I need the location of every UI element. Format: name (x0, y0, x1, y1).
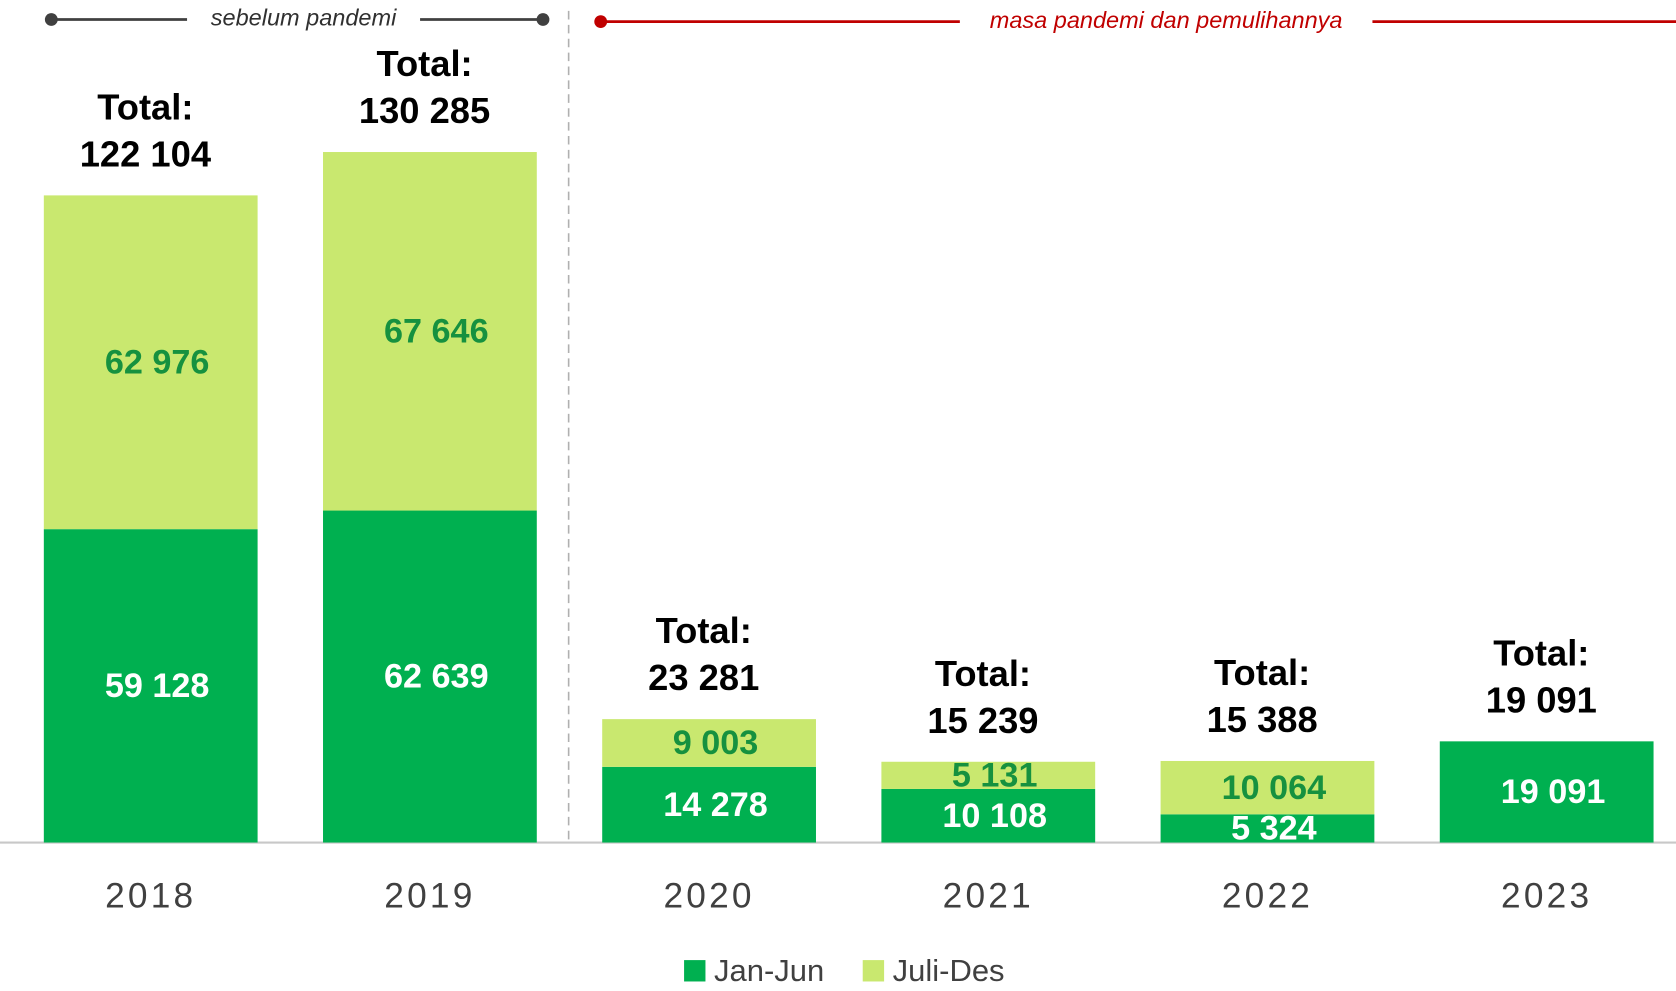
bar-segment (602, 719, 816, 767)
x-tick-label: 2022 (1222, 876, 1313, 915)
bar-segment (43, 195, 258, 530)
value-label: 14 278 (663, 786, 768, 824)
bar-segment (323, 152, 537, 511)
bar-segment (881, 788, 1096, 843)
total-label: 130 285 (359, 90, 490, 131)
bar-segment (881, 761, 1096, 789)
bar-segment (43, 529, 258, 843)
bar-segment (1160, 760, 1375, 815)
total-label: 15 388 (1207, 699, 1318, 740)
bracket-end (44, 13, 58, 26)
value-label: 5 324 (1231, 810, 1317, 848)
value-label: 9 003 (673, 724, 759, 762)
value-label: 5 131 (952, 757, 1038, 795)
total-title: Total: (935, 653, 1031, 694)
legend-label: Juli-Des (893, 953, 1005, 986)
annotation: sebelum pandemi (211, 5, 397, 31)
period-bracket-pandemic: masa pandemi dan pemulihannya (594, 7, 1676, 33)
total-title: Total: (1493, 632, 1589, 673)
value-label: 19 091 (1501, 773, 1606, 811)
legend-label: Jan-Jun (714, 953, 824, 986)
x-tick-label: 2018 (105, 876, 196, 915)
total-label: 122 104 (80, 134, 212, 175)
x-tick-label: 2023 (1501, 876, 1592, 915)
bar-segment (602, 766, 816, 843)
bar-segment (323, 510, 537, 843)
total-title: Total: (656, 610, 752, 651)
value-label: 62 976 (105, 343, 210, 381)
value-label: 10 108 (942, 797, 1047, 835)
x-tick-label: 2019 (384, 876, 475, 915)
period-bracket-before: sebelum pandemi (44, 5, 550, 31)
total-title: Total: (1214, 652, 1310, 693)
total-title: Total: (97, 86, 193, 127)
value-label: 10 064 (1222, 769, 1327, 807)
bracket-end (536, 13, 550, 26)
value-label: 62 639 (384, 658, 489, 696)
total-label: 19 091 (1486, 679, 1597, 720)
legend-swatch (862, 960, 885, 982)
x-tick-label: 2021 (943, 876, 1034, 915)
total-label: 23 281 (648, 657, 759, 698)
total-title: Total: (376, 43, 472, 84)
bar-segment (1439, 741, 1654, 843)
legend-swatch (684, 960, 706, 982)
x-tick-label: 2020 (663, 876, 754, 915)
bracket-end (594, 15, 608, 29)
annotation: masa pandemi dan pemulihannya (990, 7, 1343, 33)
total-label: 15 239 (927, 700, 1038, 741)
value-label: 67 646 (384, 312, 489, 350)
bar-segment (1160, 814, 1375, 843)
value-label: 59 128 (105, 667, 210, 705)
